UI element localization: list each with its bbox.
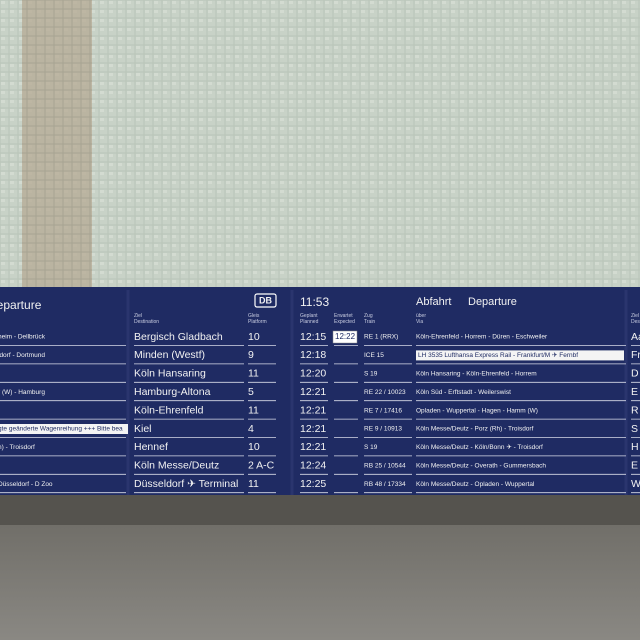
column-header: über Via xyxy=(416,313,426,325)
left-title: Departure xyxy=(0,298,42,312)
platform: 2 A-C xyxy=(248,460,275,472)
platform: 11 xyxy=(248,404,259,416)
destination: Hennef xyxy=(134,441,168,453)
adjacent-right: S xyxy=(631,423,638,435)
adjacent-right: R xyxy=(631,404,639,416)
column-header: Erwartet Expected xyxy=(334,313,355,325)
column-header: Zug Train xyxy=(364,313,375,325)
via: Köln Messe/Deutz - Köln/Bonn ✈ - Troisdo… xyxy=(416,444,543,451)
platform: 10 xyxy=(248,331,260,343)
destination: Köln Hansaring xyxy=(134,368,206,380)
clock: 11:53 xyxy=(300,295,329,309)
destination: Köln-Ehrenfeld xyxy=(134,404,204,416)
train: S 19 xyxy=(364,371,378,378)
adjacent-left: r (W) - Hamburg xyxy=(0,389,45,396)
expected-time: 12:22 xyxy=(335,332,356,341)
planned: 12:25 xyxy=(300,478,326,490)
board xyxy=(0,287,640,495)
title-en: Departure xyxy=(468,296,517,308)
db-logo: DB xyxy=(259,295,272,305)
platform: 5 xyxy=(248,386,254,398)
planned: 12:21 xyxy=(300,404,326,416)
via: Köln Süd - Erftstadt - Weilerswist xyxy=(416,389,511,396)
planned: 12:21 xyxy=(300,386,326,398)
platform: 10 xyxy=(248,441,260,453)
train: RB 48 / 17334 xyxy=(364,481,406,488)
train: RE 1 (RRX) xyxy=(364,334,398,341)
train: RB 25 / 10544 xyxy=(364,463,406,470)
planned: 12:24 xyxy=(300,460,326,472)
adjacent-left: Düsseldorf - D Zoo xyxy=(0,481,53,488)
platform: 9 xyxy=(248,349,254,361)
destination: Hamburg-Altona xyxy=(134,386,211,398)
train: S 19 xyxy=(364,444,378,451)
planned: 12:20 xyxy=(300,368,326,380)
notice: gte geänderte Wagenreihung +++ Bitte bea xyxy=(0,426,123,433)
destination: Kiel xyxy=(134,423,152,435)
planned: 12:21 xyxy=(300,441,326,453)
title-de: Abfahrt xyxy=(416,296,451,308)
adjacent-right: Fr xyxy=(631,349,640,361)
via: Opladen - Wuppertal - Hagen - Hamm (W) xyxy=(416,407,538,414)
adjacent-right: H xyxy=(631,441,639,453)
via: Köln Messe/Deutz - Overath - Gummersbach xyxy=(416,463,546,470)
notice-box xyxy=(416,350,624,361)
destination: Bergisch Gladbach xyxy=(134,331,223,343)
column-header: Gleis Platform xyxy=(248,313,267,325)
platform: 11 xyxy=(248,478,259,490)
via: Köln-Ehrenfeld - Horrem - Düren - Eschwe… xyxy=(416,334,548,341)
planned: 12:15 xyxy=(300,331,326,343)
adjacent-left: n) - Troisdorf xyxy=(0,444,35,451)
notice-box xyxy=(0,424,128,434)
adjacent-right: E xyxy=(631,386,638,398)
db-logo-frame xyxy=(254,293,277,308)
train: RE 9 / 10913 xyxy=(364,426,402,433)
via: LH 3535 Lufthansa Express Rail - Frankfu… xyxy=(418,352,578,359)
column-header: Ziel Destination xyxy=(134,313,159,325)
adjacent-left: ldorf - Dortmund xyxy=(0,352,45,359)
adjacent-right: D xyxy=(631,368,639,380)
delay-box xyxy=(332,330,358,344)
platform: 4 xyxy=(248,423,254,435)
via: Köln Hansaring - Köln-Ehrenfeld - Horrem xyxy=(416,371,537,378)
column-header: Geplant Planned xyxy=(300,313,319,325)
planned: 12:21 xyxy=(300,423,326,435)
train: RE 7 / 17416 xyxy=(364,407,402,414)
destination: Minden (Westf) xyxy=(134,349,205,361)
adjacent-right: E xyxy=(631,460,638,472)
train: ICE 15 xyxy=(364,352,384,359)
board-frame xyxy=(0,495,640,525)
adjacent-left: heim - Dellbrück xyxy=(0,334,46,341)
destination: Köln Messe/Deutz xyxy=(134,460,219,472)
adjacent-right: W xyxy=(631,478,640,490)
via: Köln Messe/Deutz - Porz (Rh) - Troisdorf xyxy=(416,426,534,433)
tile-strip xyxy=(22,0,92,290)
tile-wall xyxy=(0,0,640,290)
destination: Düsseldorf ✈ Terminal xyxy=(134,478,238,490)
train: RE 22 / 10023 xyxy=(364,389,406,396)
planned: 12:18 xyxy=(300,349,326,361)
adjacent-right: Aa xyxy=(631,331,640,343)
via: Köln Messe/Deutz - Opladen - Wuppertal xyxy=(416,481,535,488)
platform: 11 xyxy=(248,368,259,380)
